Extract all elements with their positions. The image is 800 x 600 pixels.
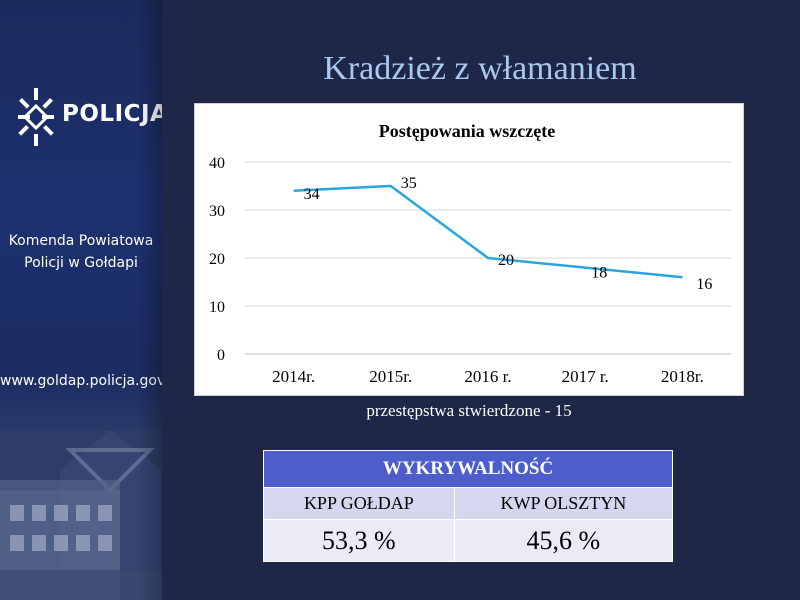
y-tick-label: 20: [209, 251, 225, 268]
data-label: 20: [498, 252, 514, 269]
chart-y-axis: 0 10 20 30 40: [209, 155, 225, 364]
police-star-icon: [18, 88, 54, 146]
x-tick-label: 2017 r.: [562, 367, 609, 386]
column-kpp-goldap: KPP GOŁDAP: [263, 487, 455, 520]
data-label: 16: [696, 276, 712, 293]
y-tick-label: 40: [209, 155, 225, 172]
police-logo-text: POLICJA: [62, 101, 162, 127]
chart-series: [293, 184, 683, 279]
department-name-line2: Policji w Gołdapi: [24, 255, 138, 271]
police-building-image: [0, 430, 162, 600]
chart-caption: przestępstwa stwierdzone - 15: [366, 401, 572, 420]
x-tick-label: 2018r.: [661, 367, 704, 386]
value-kpp-goldap: 53,3 %: [263, 519, 455, 562]
table-row: 53,3 % 45,6 %: [263, 519, 674, 562]
chart-x-axis: 2014r. 2015r. 2016 r. 2017 r. 2018r.: [272, 367, 704, 386]
y-tick-label: 10: [209, 299, 225, 316]
website-address: www.goldap.policja.gov.pl: [0, 373, 162, 389]
y-tick-label: 0: [217, 347, 225, 364]
police-logo: POLICJA: [16, 84, 162, 150]
table-column-row: KPP GOŁDAP KWP OLSZTYN: [263, 487, 674, 520]
data-label: 34: [304, 186, 320, 203]
y-tick-label: 30: [209, 203, 225, 220]
chart-data-labels: 34 35 20 18 16: [304, 175, 713, 293]
slide-title: Kradzież z włamaniem: [323, 50, 637, 87]
column-kwp-olsztyn: KWP OLSZTYN: [453, 487, 674, 520]
data-label: 35: [401, 175, 417, 192]
chart-title: Postępowania wszczęte: [379, 121, 555, 141]
x-tick-label: 2014r.: [272, 367, 315, 386]
value-kwp-olsztyn: 45,6 %: [453, 519, 674, 562]
table-header-row: WYKRYWALNOŚĆ: [263, 450, 673, 488]
x-tick-label: 2016 r.: [464, 367, 511, 386]
data-label: 18: [591, 265, 607, 282]
sidebar: POLICJA Komenda Powiatowa Policji w Gołd…: [0, 0, 162, 600]
table-header: WYKRYWALNOŚĆ: [263, 450, 673, 488]
department-name-line1: Komenda Powiatowa: [8, 233, 154, 249]
series-line: [293, 184, 683, 279]
detection-rate-table: WYKRYWALNOŚĆ KPP GOŁDAP KWP OLSZTYN 53,3…: [263, 450, 674, 562]
chart-panel: Postępowania wszczęte 0 10 20 30 40 2014r. 20…: [194, 103, 744, 396]
x-tick-label: 2015r.: [369, 367, 412, 386]
